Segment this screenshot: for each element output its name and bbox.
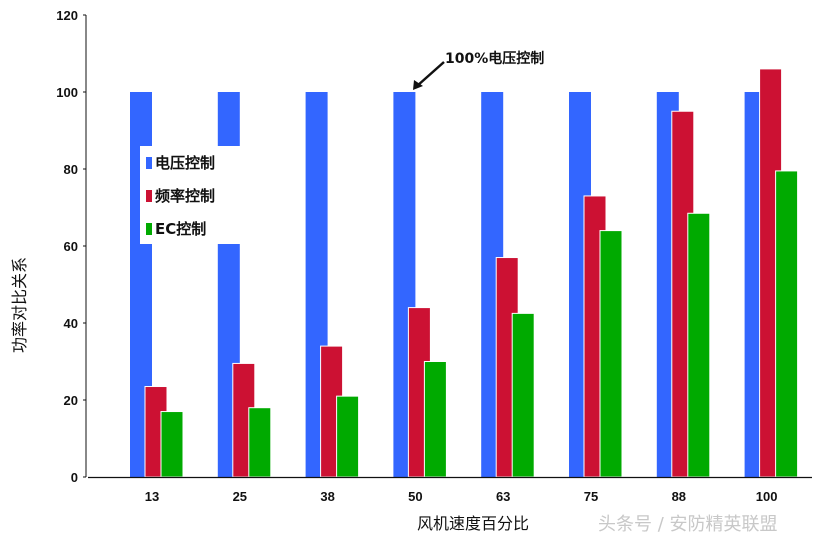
bar-ec-100 (775, 170, 799, 478)
annotation-arrow (413, 61, 445, 90)
x-tick-label: 63 (496, 489, 510, 504)
y-tick-label: 20 (64, 393, 78, 408)
legend: 电压控制 频率控制 EC控制 (140, 146, 240, 244)
legend-item-frequency: 频率控制 (146, 185, 215, 206)
x-tick-label: 50 (408, 489, 422, 504)
bar-ec-88 (687, 212, 711, 478)
legend-label: 电压控制 (155, 154, 216, 172)
y-tick-label: 40 (64, 316, 78, 331)
legend-item-ec: EC控制 (146, 218, 206, 239)
x-tick-label: 13 (145, 489, 159, 504)
x-axis: 13 25 38 50 63 75 88 100 (88, 476, 812, 504)
bar-ec-75 (599, 230, 623, 478)
x-tick-label: 38 (320, 489, 334, 504)
bar-ec-38 (336, 395, 360, 478)
bar-ec-50 (423, 361, 447, 478)
legend-swatch-red (146, 189, 152, 202)
x-tick-label: 88 (672, 489, 686, 504)
legend-label: 频率控制 (155, 187, 216, 205)
legend-item-voltage: 电压控制 (146, 152, 215, 173)
y-tick-label: 80 (64, 162, 78, 177)
annotation-label: 100%电压控制 (445, 51, 545, 67)
watermark: 头条号 / 安防精英联盟 (598, 514, 778, 535)
bars (130, 68, 799, 478)
x-tick-label: 100 (756, 489, 778, 504)
bar-ec-13 (160, 411, 184, 478)
legend-swatch-blue (146, 156, 152, 169)
y-tick-label: 60 (64, 239, 78, 254)
y-tick-label: 120 (56, 8, 78, 23)
y-axis: 0 20 40 60 80 100 120 (56, 8, 87, 485)
x-axis-title: 风机速度百分比 (417, 514, 529, 533)
y-tick-label: 100 (56, 85, 78, 100)
legend-label: EC控制 (155, 220, 207, 238)
y-axis-title: 功率对比关系 (10, 257, 29, 353)
x-tick-label: 25 (233, 489, 247, 504)
legend-swatch-green (146, 222, 152, 235)
x-tick-label: 75 (584, 489, 598, 504)
bar-ec-63 (511, 312, 535, 478)
y-tick-label: 0 (71, 470, 78, 485)
bar-ec-25 (248, 407, 272, 478)
